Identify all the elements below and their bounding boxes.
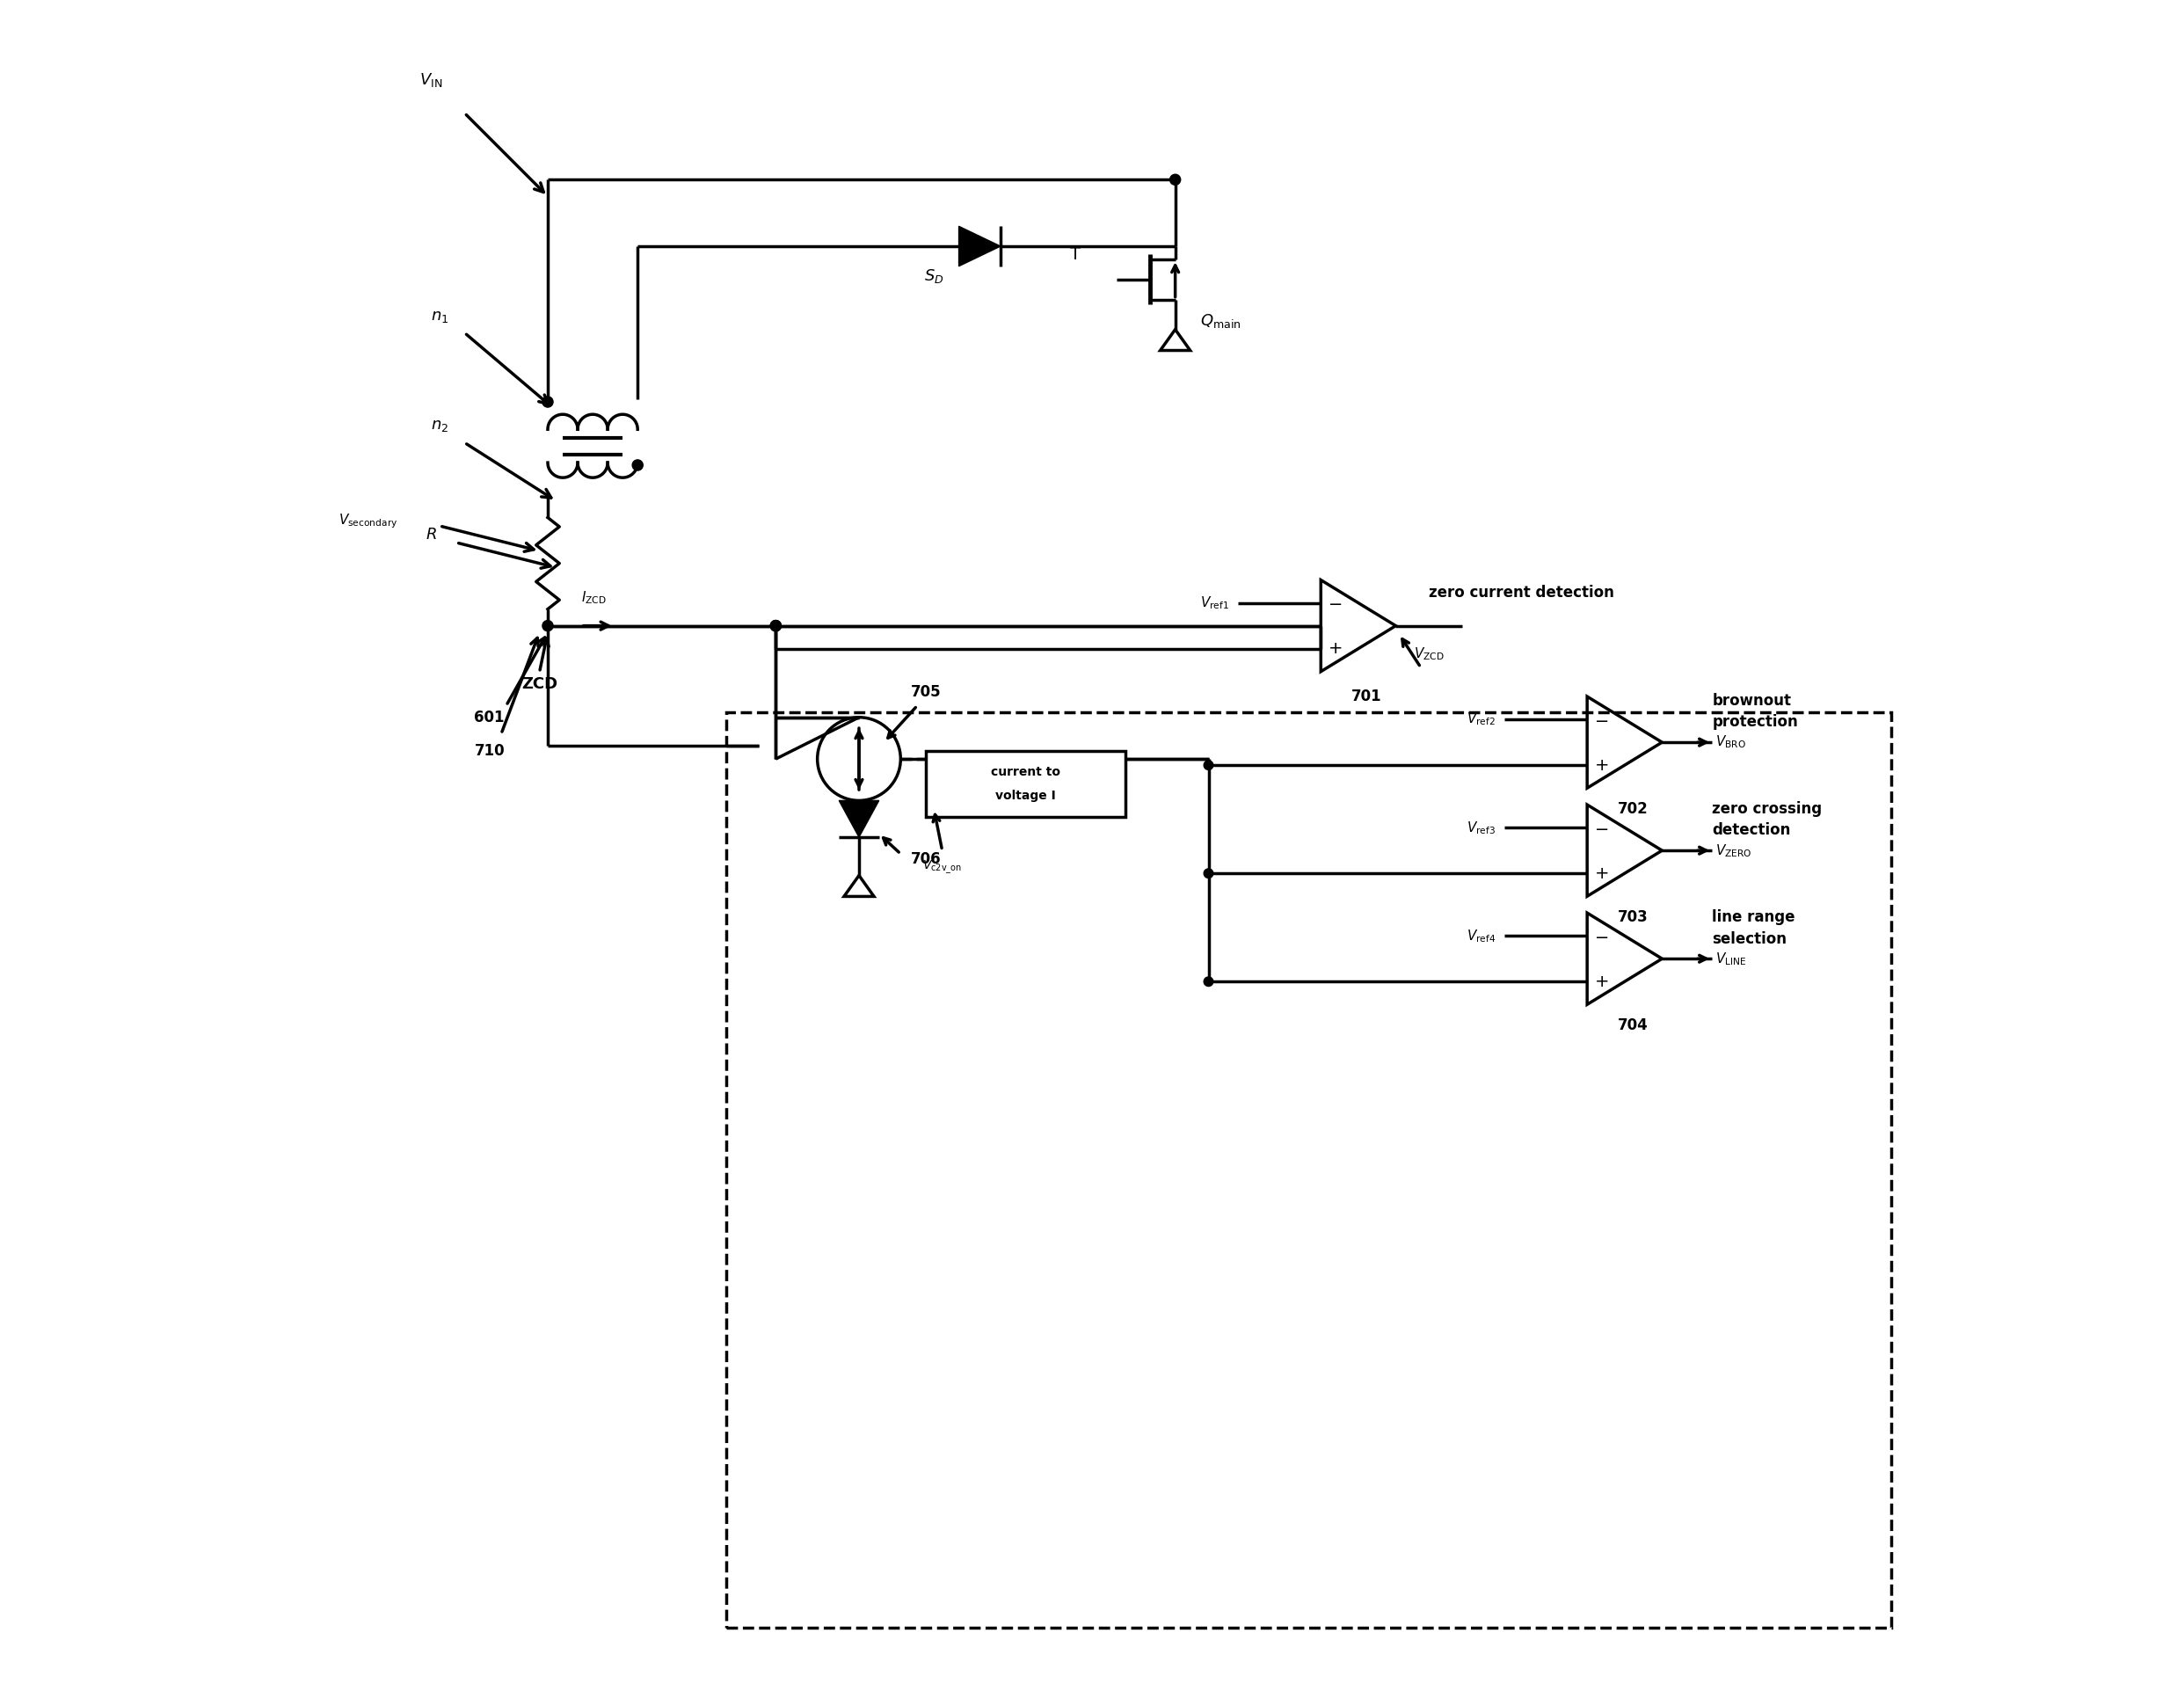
Text: $-$: $-$ bbox=[1594, 927, 1607, 944]
Text: 706: 706 bbox=[911, 851, 941, 867]
Text: $V_{\rm ZCD}$: $V_{\rm ZCD}$ bbox=[1413, 646, 1444, 663]
Text: $V_{\rm ref4}$: $V_{\rm ref4}$ bbox=[1465, 928, 1496, 944]
Text: 703: 703 bbox=[1618, 910, 1649, 925]
Polygon shape bbox=[839, 800, 878, 837]
Text: $V_{\rm LINE}$: $V_{\rm LINE}$ bbox=[1714, 950, 1747, 967]
Text: $V_{\rm c2v\_on}$: $V_{\rm c2v\_on}$ bbox=[922, 859, 961, 876]
Text: protection: protection bbox=[1712, 714, 1797, 731]
Text: $S_D$: $S_D$ bbox=[924, 267, 943, 286]
Circle shape bbox=[771, 621, 782, 631]
Text: ZCD: ZCD bbox=[522, 676, 557, 692]
Text: 701: 701 bbox=[1352, 688, 1382, 703]
Circle shape bbox=[1171, 174, 1182, 184]
Text: $+$: $+$ bbox=[1594, 974, 1607, 989]
Text: $+$: $+$ bbox=[1328, 641, 1341, 658]
Text: $V_{\rm secondary}$: $V_{\rm secondary}$ bbox=[339, 512, 397, 529]
Text: 710: 710 bbox=[474, 742, 505, 759]
Text: zero current detection: zero current detection bbox=[1428, 585, 1614, 600]
Text: $-$: $-$ bbox=[1594, 710, 1607, 727]
Text: 601: 601 bbox=[474, 710, 505, 725]
Text: 704: 704 bbox=[1618, 1018, 1649, 1033]
Circle shape bbox=[771, 621, 782, 631]
Text: $-$: $-$ bbox=[1328, 595, 1341, 610]
Circle shape bbox=[542, 621, 553, 631]
Text: $+$: $+$ bbox=[1594, 866, 1607, 881]
Text: $Q_{\rm main}$: $Q_{\rm main}$ bbox=[1201, 313, 1241, 330]
Circle shape bbox=[633, 460, 642, 470]
Text: 705: 705 bbox=[911, 685, 941, 700]
Text: detection: detection bbox=[1712, 822, 1791, 839]
Text: current to: current to bbox=[992, 766, 1059, 778]
Text: $V_{\rm ref1}$: $V_{\rm ref1}$ bbox=[1201, 595, 1230, 610]
Circle shape bbox=[1203, 761, 1212, 769]
Text: line range: line range bbox=[1712, 910, 1795, 925]
Text: $n_1$: $n_1$ bbox=[430, 308, 448, 325]
Text: T: T bbox=[1070, 247, 1081, 262]
Text: selection: selection bbox=[1712, 930, 1787, 947]
Text: brownout: brownout bbox=[1712, 693, 1791, 709]
Circle shape bbox=[542, 397, 553, 408]
Text: $n_2$: $n_2$ bbox=[430, 418, 448, 435]
Circle shape bbox=[771, 621, 782, 631]
Text: $V_{\rm BRO}$: $V_{\rm BRO}$ bbox=[1714, 734, 1745, 751]
Text: $I_{\rm ZCD}$: $I_{\rm ZCD}$ bbox=[581, 590, 607, 605]
Text: $V_{\rm ref2}$: $V_{\rm ref2}$ bbox=[1468, 712, 1496, 727]
Text: $-$: $-$ bbox=[1594, 818, 1607, 835]
Polygon shape bbox=[959, 227, 1000, 265]
Text: voltage I: voltage I bbox=[996, 790, 1055, 802]
Text: $V_{\rm ZERO}$: $V_{\rm ZERO}$ bbox=[1714, 842, 1752, 859]
Text: $V_{\rm ref3}$: $V_{\rm ref3}$ bbox=[1468, 820, 1496, 835]
Text: $V_{\rm IN}$: $V_{\rm IN}$ bbox=[419, 71, 443, 88]
Circle shape bbox=[1203, 977, 1212, 986]
Text: $R$: $R$ bbox=[426, 526, 437, 543]
Text: 702: 702 bbox=[1618, 802, 1649, 817]
Text: zero crossing: zero crossing bbox=[1712, 802, 1821, 817]
Circle shape bbox=[1203, 869, 1212, 878]
Text: $+$: $+$ bbox=[1594, 758, 1607, 773]
